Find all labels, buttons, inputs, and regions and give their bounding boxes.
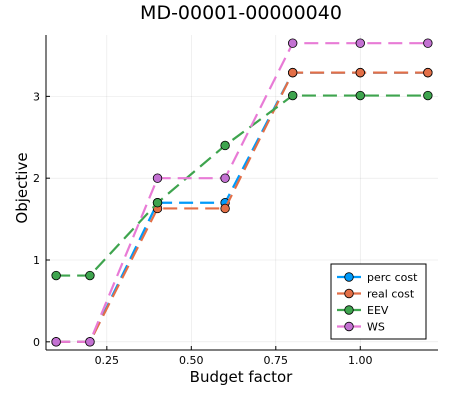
axes: 0.25 0.50 0.75 1.00 0 1 2 3 [33,35,438,367]
legend-label: real cost [367,288,415,301]
data-point [220,140,230,151]
x-tick-label: 0.50 [179,354,204,367]
data-point [152,173,163,183]
x-axis-label: Budget factor [190,368,293,386]
data-point [287,90,298,101]
series-line [56,94,428,277]
data-point [423,38,433,48]
y-axis-label: Objective [13,152,31,223]
data-point [220,203,230,214]
data-point [220,173,230,183]
legend-label: perc cost [367,271,418,284]
data-point [423,67,433,78]
data-point [423,90,433,101]
data-point [355,90,365,101]
x-tick-label: 0.25 [95,354,120,367]
data-point [85,337,95,347]
x-tick-label: 1.00 [348,354,373,367]
legend-swatch-marker [344,321,354,332]
legend-swatch-marker [344,272,354,282]
legend-label: WS [367,321,385,334]
series-WS [51,38,433,347]
data-point [51,337,61,347]
data-point [355,38,365,48]
data-point [152,198,163,208]
legend-swatch-marker [344,305,354,315]
chart-title: MD-00001-00000040 [140,2,342,24]
data-point [355,67,365,78]
y-tick-label: 0 [33,336,40,349]
x-tick-label: 0.75 [264,354,289,367]
legend: perc cost real cost EEV WS [330,263,427,340]
y-tick-label: 3 [33,90,40,103]
series-layer [51,38,433,347]
data-point [287,38,298,48]
y-tick-label: 1 [33,254,40,267]
grid [46,35,438,350]
legend-swatch-marker [344,288,354,299]
data-point [51,270,61,281]
legend-label: EEV [367,304,389,317]
y-tick-label: 2 [33,172,40,185]
data-point [287,67,298,78]
series-EEV [51,90,433,281]
data-point [85,270,95,281]
